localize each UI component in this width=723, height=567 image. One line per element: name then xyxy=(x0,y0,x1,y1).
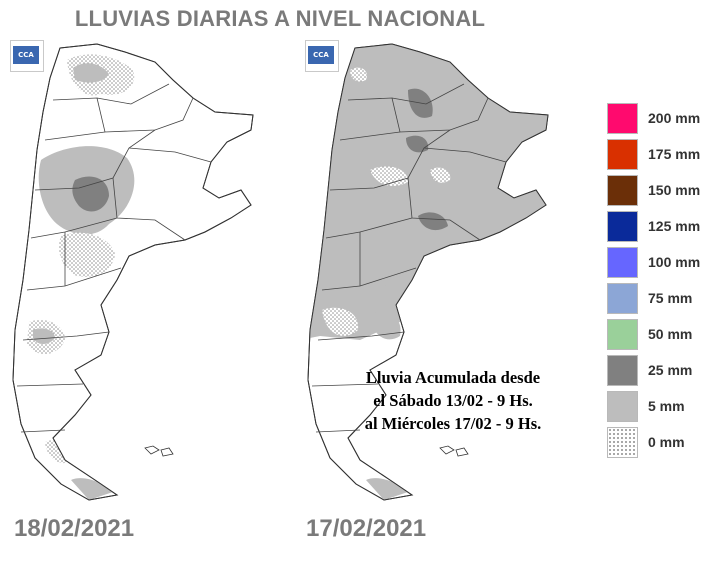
legend-item: 175 mm xyxy=(607,139,717,175)
caption-line-2: el Sábado 13/02 - 9 Hs. xyxy=(373,391,533,410)
cca-logo: CCA xyxy=(10,40,44,72)
legend-item: 150 mm xyxy=(607,175,717,211)
legend-item: 75 mm xyxy=(607,283,717,319)
argentina-map-right xyxy=(307,43,549,501)
legend-label: 25 mm xyxy=(648,362,693,378)
legend-label: 100 mm xyxy=(648,254,701,270)
legend-swatch xyxy=(607,427,638,458)
argentina-map-left xyxy=(12,43,254,501)
legend-label: 75 mm xyxy=(648,290,693,306)
map-18-02: CCA xyxy=(5,40,305,510)
map-17-02: CCA xyxy=(300,40,600,510)
legend-label: 0 mm xyxy=(648,434,685,450)
date-right: 17/02/2021 xyxy=(306,515,427,542)
caption-line-3: al Miércoles 17/02 - 9 Hs. xyxy=(364,414,542,433)
legend-label: 200 mm xyxy=(648,110,701,126)
legend-swatch xyxy=(607,247,638,278)
legend-swatch xyxy=(607,283,638,314)
legend-label: 5 mm xyxy=(648,398,685,414)
legend-label: 175 mm xyxy=(648,146,701,162)
legend-swatch xyxy=(607,103,638,134)
legend-swatch xyxy=(607,355,638,386)
legend-label: 125 mm xyxy=(648,218,701,234)
legend-swatch xyxy=(607,391,638,422)
legend-label: 50 mm xyxy=(648,326,693,342)
date-left: 18/02/2021 xyxy=(14,515,135,542)
cca-logo: CCA xyxy=(305,40,339,72)
legend-item: 125 mm xyxy=(607,211,717,247)
legend-item: 50 mm xyxy=(607,319,717,355)
accumulation-caption: Lluvia Acumulada desde el Sábado 13/02 -… xyxy=(322,366,584,435)
legend-swatch xyxy=(607,175,638,206)
legend-label: 150 mm xyxy=(648,182,701,198)
legend-swatch xyxy=(607,139,638,170)
rainfall-legend: 200 mm 175 mm 150 mm 125 mm 100 mm 75 mm… xyxy=(607,103,717,463)
legend-item: 200 mm xyxy=(607,103,717,139)
legend-swatch xyxy=(607,319,638,350)
legend-swatch xyxy=(607,211,638,242)
legend-item: 100 mm xyxy=(607,247,717,283)
legend-item: 25 mm xyxy=(607,355,717,391)
legend-item: 0 mm xyxy=(607,427,717,463)
legend-item: 5 mm xyxy=(607,391,717,427)
page-title: LLUVIAS DIARIAS A NIVEL NACIONAL xyxy=(74,6,486,31)
caption-line-1: Lluvia Acumulada desde xyxy=(365,368,541,387)
